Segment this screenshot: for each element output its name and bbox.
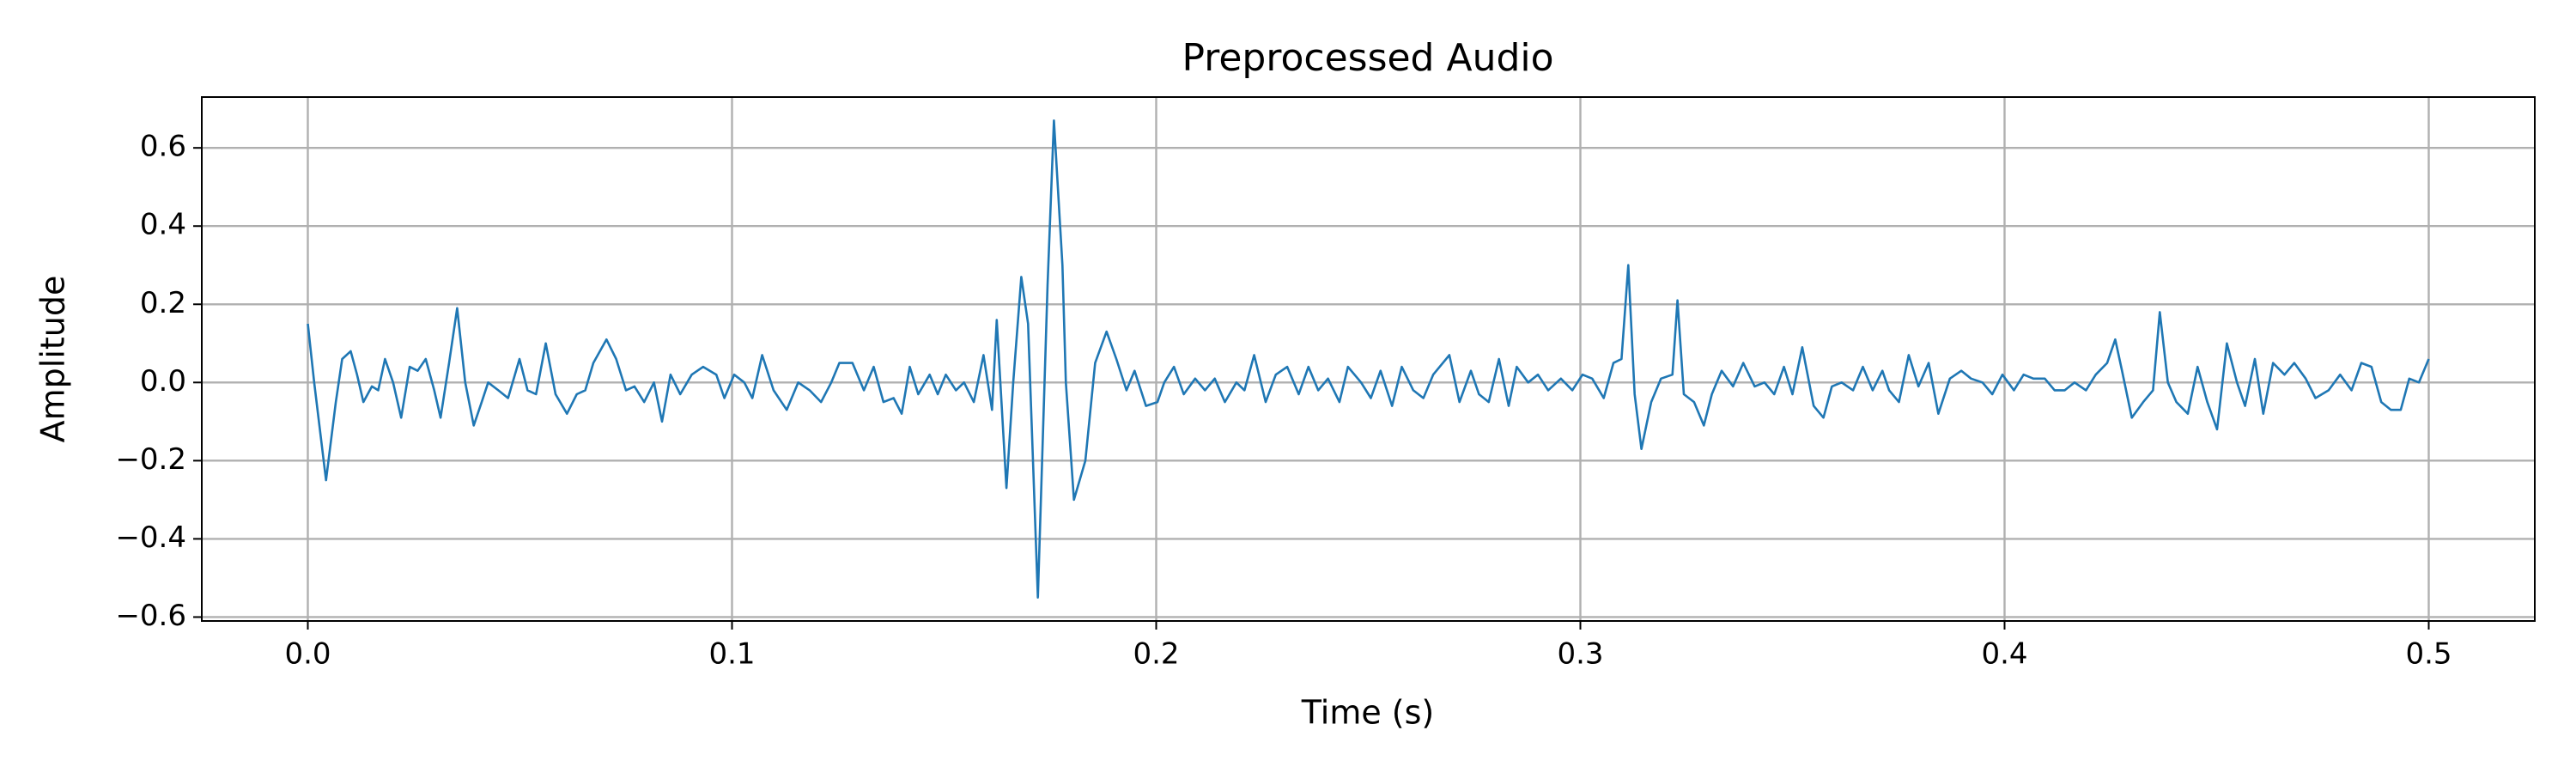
x-tick-label: 0.2 <box>1133 637 1179 672</box>
x-axis-label: Time (s) <box>1301 694 1435 732</box>
chart-title: Preprocessed Audio <box>1182 36 1553 80</box>
waveform-line <box>307 119 2430 599</box>
x-tick-label: 0.3 <box>1557 637 1603 672</box>
y-tick-label: 0.2 <box>140 286 186 320</box>
plot-frame <box>201 96 2536 622</box>
y-tick-label: 0.6 <box>140 130 186 164</box>
y-tick-label: −0.2 <box>115 442 186 477</box>
x-tick-label: 0.4 <box>1981 637 2027 672</box>
y-tick-label: −0.4 <box>115 520 186 555</box>
x-tick-label: 0.5 <box>2405 637 2451 672</box>
y-tick-label: 0.0 <box>140 364 186 399</box>
y-tick-label: 0.4 <box>140 208 186 242</box>
x-tick-label: 0.1 <box>708 637 755 672</box>
x-tick-label: 0.0 <box>284 637 331 672</box>
y-axis-label: Amplitude <box>34 276 72 443</box>
y-tick-label: −0.6 <box>115 599 186 633</box>
